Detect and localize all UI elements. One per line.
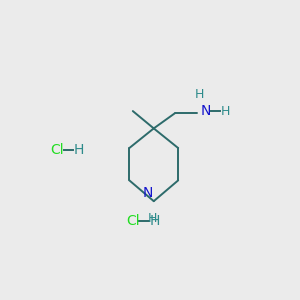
Text: H: H xyxy=(148,212,157,225)
Text: Cl: Cl xyxy=(50,143,64,157)
Text: H: H xyxy=(221,105,231,118)
Text: N: N xyxy=(200,104,211,118)
Text: H: H xyxy=(150,214,160,228)
Text: H: H xyxy=(194,88,204,101)
Text: Cl: Cl xyxy=(126,214,140,228)
Text: N: N xyxy=(142,186,153,200)
Text: H: H xyxy=(74,143,84,157)
